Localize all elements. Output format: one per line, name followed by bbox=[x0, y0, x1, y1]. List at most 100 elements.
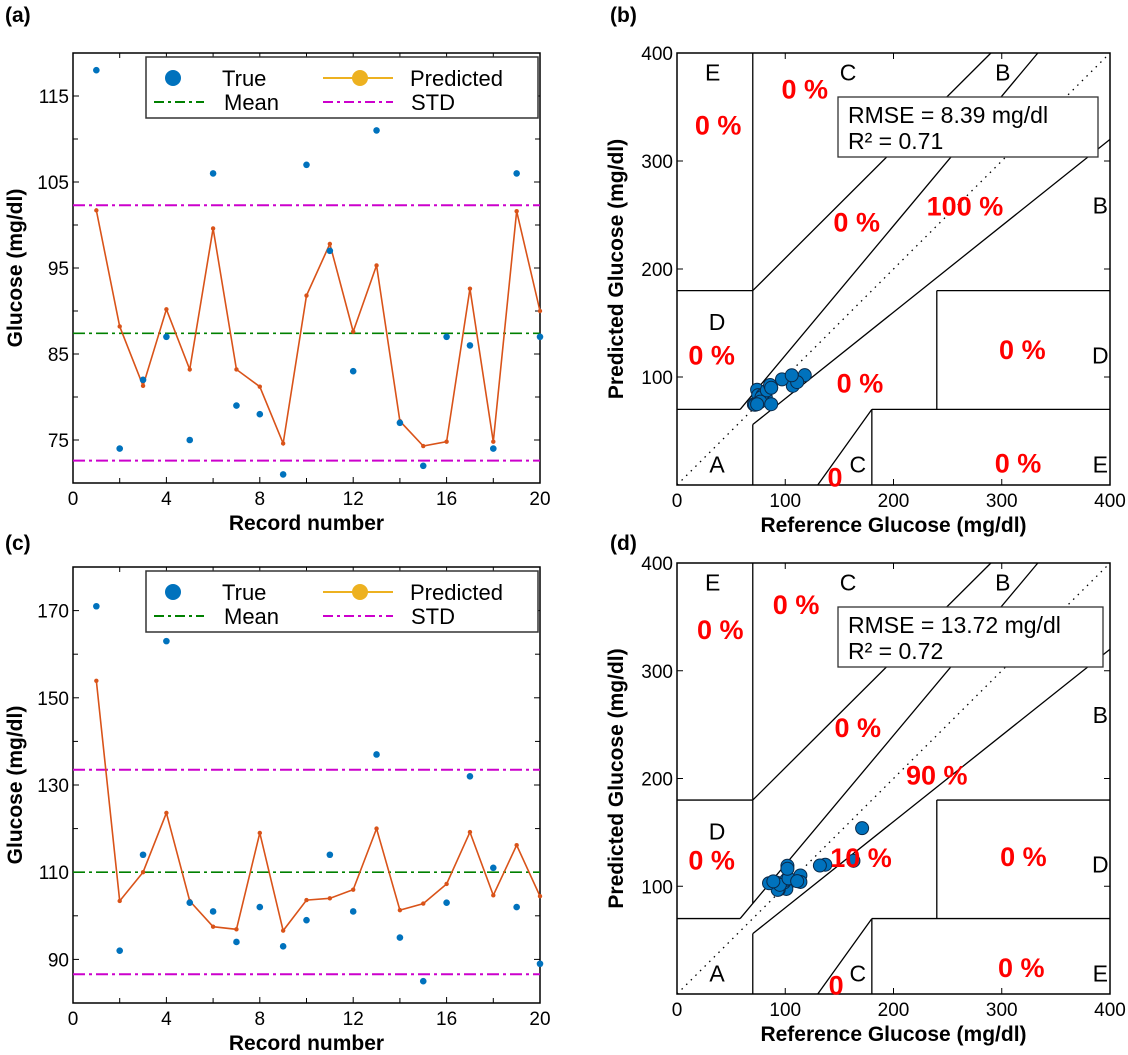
zone-label: C bbox=[849, 961, 866, 987]
zone-percent: 0 % bbox=[697, 615, 744, 645]
predicted-point bbox=[327, 896, 333, 901]
legend-std-label: STD bbox=[411, 604, 455, 629]
zone-label: B bbox=[1093, 192, 1108, 218]
y-tick-label: 85 bbox=[48, 345, 69, 366]
predicted-point bbox=[234, 367, 239, 372]
predicted-point bbox=[537, 893, 543, 899]
predicted-point bbox=[117, 324, 122, 329]
predicted-point bbox=[351, 887, 356, 892]
x-tick-label: 100 bbox=[769, 1000, 801, 1021]
true-point bbox=[116, 947, 123, 954]
zone-label: A bbox=[709, 961, 725, 987]
panel-b: (b) 0 100 200 300 400 100 200 300 400 E C B B D D A C E 0 %… bbox=[605, 4, 1126, 537]
predicted-point bbox=[117, 898, 122, 904]
zone-label: E bbox=[705, 59, 720, 85]
zone-label: B bbox=[1093, 702, 1108, 728]
legend-predicted-marker bbox=[352, 70, 368, 86]
true-point bbox=[186, 899, 194, 907]
zone-label: E bbox=[705, 569, 720, 595]
x-axis-label: Record number bbox=[229, 1032, 384, 1055]
x-tick-label: 200 bbox=[878, 491, 910, 512]
y-tick-label: 115 bbox=[39, 87, 69, 108]
legend-predicted-label: Predicted bbox=[410, 66, 503, 91]
x-tick-label: 100 bbox=[769, 491, 801, 512]
predicted-point bbox=[421, 901, 426, 906]
predicted-point bbox=[234, 927, 239, 932]
data-point bbox=[812, 858, 827, 873]
zone-percent: 0 % bbox=[837, 368, 884, 398]
predicted-point bbox=[280, 441, 286, 446]
x-tick-label: 0 bbox=[672, 1000, 683, 1021]
y-tick-label: 170 bbox=[37, 602, 69, 623]
legend-box bbox=[145, 56, 539, 119]
legend: True Predicted Mean STD bbox=[145, 56, 539, 119]
data-point bbox=[846, 853, 861, 868]
legend-mean-label: Mean bbox=[224, 90, 279, 115]
y-tick-label: 400 bbox=[641, 554, 673, 575]
legend: True Predicted Mean STD bbox=[145, 570, 539, 633]
predicted-point bbox=[421, 443, 426, 449]
predicted-point bbox=[304, 293, 309, 298]
predicted-point bbox=[374, 826, 379, 831]
x-tick-label: 400 bbox=[1094, 1000, 1126, 1021]
predicted-point bbox=[280, 928, 286, 933]
zone-label: B bbox=[995, 569, 1010, 595]
y-tick-label: 90 bbox=[48, 950, 69, 971]
true-point bbox=[373, 751, 380, 758]
predicted-point bbox=[140, 870, 146, 875]
predicted-point bbox=[514, 842, 519, 848]
true-point bbox=[93, 602, 100, 610]
true-point bbox=[349, 908, 357, 915]
y-tick-label: 400 bbox=[641, 44, 673, 65]
zone-label: C bbox=[849, 451, 866, 477]
predicted-point bbox=[351, 329, 356, 334]
zone-label: D bbox=[1092, 852, 1109, 878]
true-point bbox=[466, 772, 474, 780]
true-point bbox=[443, 899, 450, 907]
true-point bbox=[233, 938, 240, 946]
predicted-point bbox=[397, 907, 403, 913]
x-tick-label: 16 bbox=[436, 1009, 457, 1030]
y-tick-label: 130 bbox=[37, 776, 69, 797]
zone-percent: 0 % bbox=[688, 845, 735, 875]
true-point bbox=[490, 445, 497, 452]
zone-label: A bbox=[709, 451, 725, 477]
zone-percent: 0 bbox=[829, 970, 844, 1000]
predicted-line bbox=[95, 210, 541, 447]
data-point bbox=[855, 821, 870, 836]
panel-label: (d) bbox=[610, 532, 637, 555]
r2-text: R² = 0.72 bbox=[848, 638, 943, 664]
x-tick-label: 0 bbox=[68, 489, 79, 510]
x-tick-label: 400 bbox=[1094, 491, 1126, 512]
legend-predicted-marker bbox=[352, 584, 368, 600]
y-tick-label: 75 bbox=[48, 431, 69, 452]
y-tick-label: 110 bbox=[39, 863, 69, 884]
zone-boundary bbox=[752, 562, 992, 801]
predicted-point bbox=[467, 829, 473, 835]
true-point bbox=[186, 436, 194, 444]
true-point bbox=[536, 333, 544, 341]
panel-d: (d) 0 100 200 300 400 100 200 300 400 E C B B D D A C E 0 %… bbox=[605, 532, 1126, 1046]
data-point bbox=[790, 874, 805, 889]
zone-percent: 0 % bbox=[835, 713, 882, 743]
true-point bbox=[233, 402, 240, 409]
x-tick-label: 20 bbox=[529, 1009, 550, 1030]
y-axis-label: Predicted Glucose (mg/dl) bbox=[605, 139, 628, 399]
zone-percent: 0 % bbox=[995, 448, 1042, 478]
predicted-point bbox=[257, 384, 262, 389]
zone-label: C bbox=[840, 569, 857, 595]
zone-boundary bbox=[752, 648, 1111, 935]
predicted-point bbox=[94, 208, 99, 213]
predicted-point bbox=[491, 893, 496, 898]
zone-percent: 0 % bbox=[833, 208, 880, 238]
stats-frame bbox=[837, 96, 1099, 158]
stats-frame bbox=[837, 606, 1104, 668]
zone-percent: 10 % bbox=[830, 843, 892, 873]
zone-boundary bbox=[752, 138, 1111, 426]
predicted-point bbox=[467, 286, 473, 291]
true-point bbox=[303, 161, 310, 169]
data-point bbox=[780, 861, 795, 876]
predicted-point bbox=[140, 383, 146, 389]
